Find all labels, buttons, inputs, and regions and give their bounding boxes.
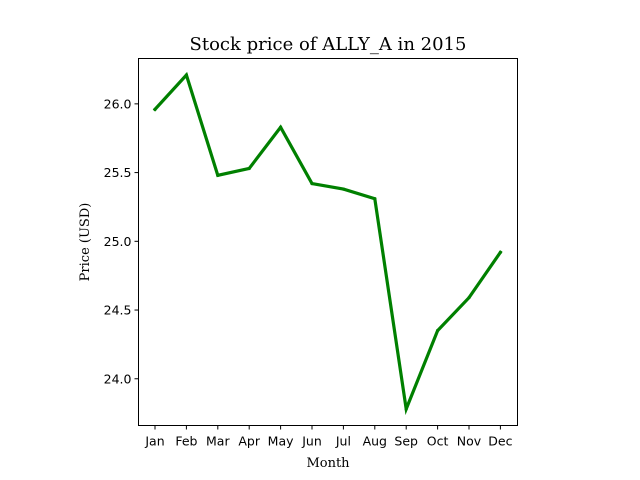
y-tick-label: 24.0: [104, 371, 132, 386]
x-axis-label: Month: [306, 456, 350, 471]
y-tick-label: 26.0: [104, 96, 132, 111]
x-tick-label: Feb: [175, 434, 197, 449]
data-point-sep: [404, 407, 408, 411]
x-tick-label: Jan: [144, 434, 164, 449]
x-tick-label: Jun: [301, 434, 322, 449]
x-tick-label: Oct: [427, 434, 449, 449]
data-point-nov: [467, 296, 471, 300]
y-tick-label: 25.0: [104, 234, 132, 249]
y-axis-label: Price (USD): [78, 203, 93, 282]
x-tick-label: Dec: [488, 434, 512, 449]
data-point-jan: [153, 107, 157, 111]
x-tick-label: May: [268, 434, 294, 449]
plot-frame: [138, 58, 518, 426]
x-tick-label: Sep: [394, 434, 418, 449]
data-point-jul: [341, 187, 345, 191]
data-point-aug: [373, 197, 377, 201]
series-line: [152, 71, 503, 416]
x-tick-label: Apr: [238, 434, 260, 449]
y-tick-label: 25.5: [104, 165, 132, 180]
x-axis: Jan Feb Mar Apr May Jun Jul Aug Sep Oct Nov Dec: [144, 425, 513, 449]
y-axis: 24.0 24.5 25.0 25.5 26.0: [104, 96, 139, 386]
x-tick-label: Nov: [457, 434, 482, 449]
x-tick-label: Mar: [206, 434, 230, 449]
chart-title: Stock price of ALLY_A in 2015: [190, 34, 467, 55]
y-tick-label: 24.5: [104, 303, 132, 318]
series-layer: [152, 71, 503, 416]
data-point-jun: [310, 181, 314, 186]
data-point-mar: [216, 173, 220, 177]
data-point-apr: [247, 166, 251, 171]
x-tick-label: Jul: [335, 434, 351, 449]
data-point-feb: [184, 73, 188, 77]
x-tick-label: Aug: [363, 434, 387, 449]
data-point-oct: [436, 329, 440, 333]
data-point-may: [279, 125, 283, 129]
data-point-dec: [498, 250, 502, 254]
